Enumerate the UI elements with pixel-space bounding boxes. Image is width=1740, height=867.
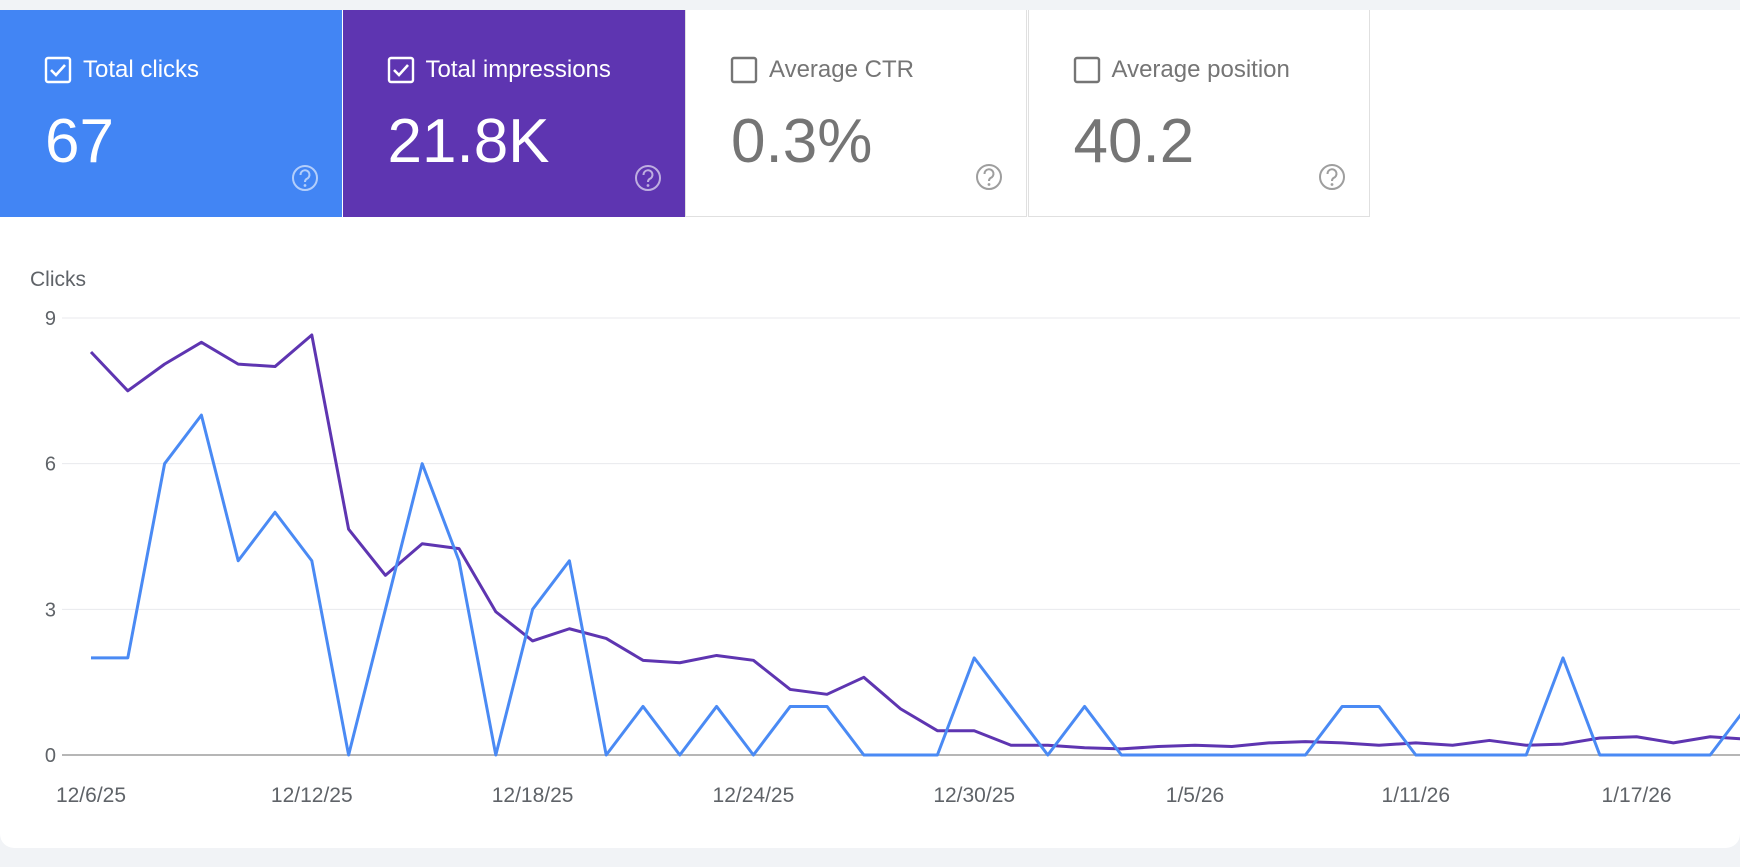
checkbox-frame: [1073, 56, 1100, 84]
y-axis-label: Clicks: [30, 268, 86, 291]
metric-card[interactable]: Total impressions 21.8K: [342, 10, 685, 217]
help-dot: [646, 184, 649, 187]
y-tick-label: 6: [45, 454, 56, 476]
help-circle: [634, 165, 661, 191]
metric-card[interactable]: Average position 40.2: [1027, 10, 1370, 217]
checkbox[interactable]: [44, 56, 72, 84]
checkmark: [50, 64, 66, 77]
help-dot: [1330, 183, 1333, 186]
help-icon[interactable]: [290, 163, 320, 193]
checkbox[interactable]: [1073, 56, 1101, 84]
help-glyph: [983, 168, 995, 182]
checkmark: [392, 64, 409, 77]
help-circle: [292, 165, 318, 191]
performance-panel: Total clicks 67 Total impressions 21.8K Aver…: [0, 10, 1740, 848]
help-circle: [976, 164, 1002, 190]
checkbox-frame: [44, 56, 72, 84]
line-series: [89, 333, 1740, 751]
checkbox[interactable]: [387, 56, 415, 84]
help-circle: [1318, 164, 1345, 190]
y-tick-label: 3: [45, 599, 56, 621]
line-series: [91, 413, 1740, 757]
metric-value: 40.2: [1073, 107, 1195, 176]
checkbox-frame: [387, 56, 414, 84]
help-icon[interactable]: [974, 162, 1004, 192]
x-tick-label: 12/24/25: [713, 784, 795, 807]
metric-value: 21.8K: [387, 107, 550, 176]
metric-label: Total impressions: [425, 56, 611, 83]
help-glyph: [299, 169, 311, 183]
x-tick-label: 1/17/26: [1602, 784, 1672, 807]
x-tick-label: 12/18/25: [492, 784, 574, 807]
y-tick-label: 9: [45, 308, 56, 330]
chart: Clicks 0 3 6 9 12/6/25 12/12/25 12/18/25 12/24/…: [30, 268, 1740, 807]
metric-label: Average position: [1111, 56, 1290, 83]
metric-label: Total clicks: [83, 56, 200, 83]
x-tick-label: 1/11/26: [1382, 784, 1451, 807]
help-glyph: [642, 169, 653, 183]
help-icon[interactable]: [1317, 162, 1347, 192]
help-dot: [987, 183, 991, 186]
metric-card[interactable]: Total clicks 67: [0, 10, 342, 217]
metric-card[interactable]: Average CTR 0.3%: [685, 10, 1027, 217]
y-tick-label: 0: [45, 745, 56, 767]
help-icon[interactable]: [633, 163, 663, 193]
metric-value: 67: [45, 107, 114, 176]
x-tick-label: 1/5/26: [1166, 784, 1224, 807]
metric-label: Average CTR: [769, 56, 914, 83]
help-dot: [303, 184, 307, 187]
x-tick-label: 12/30/25: [933, 784, 1015, 807]
help-glyph: [1326, 168, 1337, 182]
checkbox-frame: [730, 56, 758, 84]
x-tick-label: 12/12/25: [271, 784, 353, 807]
x-tick-label: 12/6/25: [56, 784, 126, 807]
checkbox[interactable]: [730, 56, 758, 84]
metric-value: 0.3%: [731, 107, 873, 176]
